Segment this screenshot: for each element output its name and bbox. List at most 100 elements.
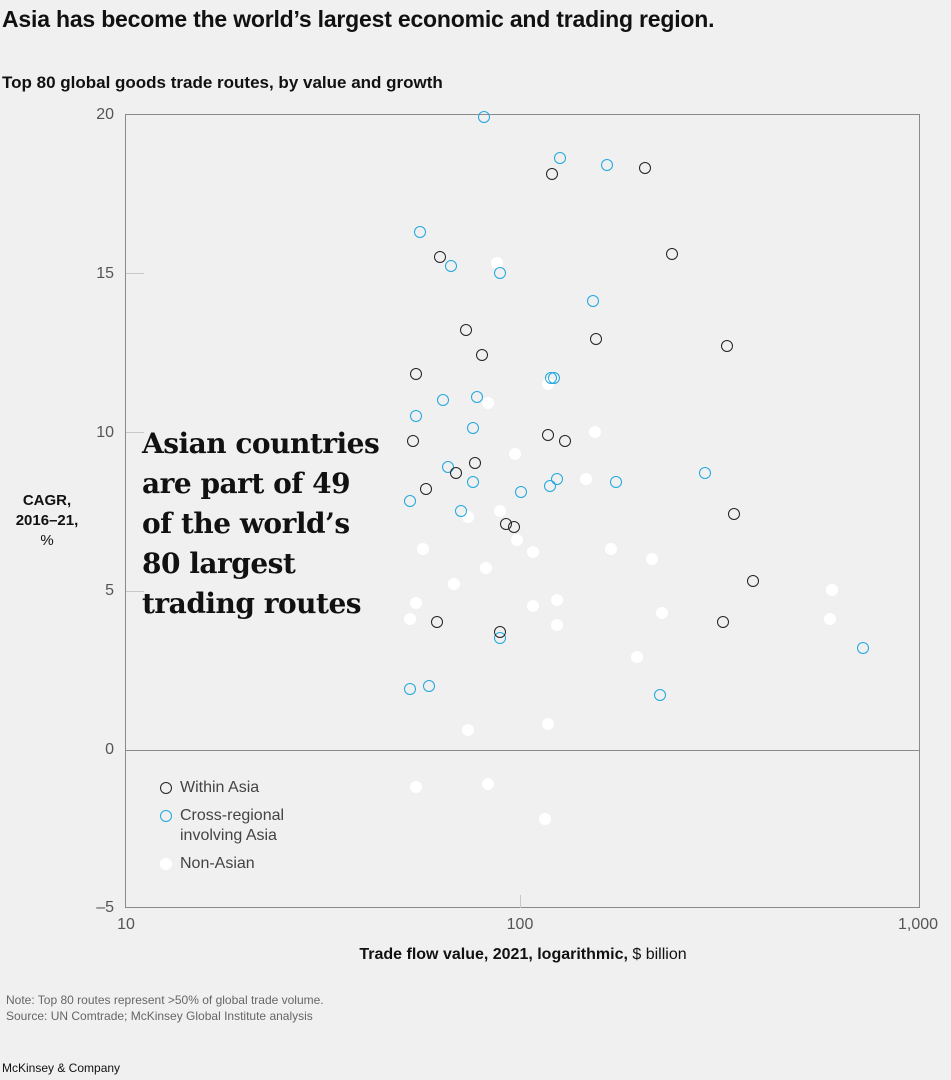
plot-area [125, 114, 920, 908]
data-point-non [526, 546, 539, 559]
legend-item-within-asia: Within Asia [160, 778, 284, 798]
data-point-non [526, 600, 539, 613]
data-point-within [407, 435, 420, 448]
y-tick-5 [126, 591, 144, 592]
legend: Within Asia Cross-regional involving Asia… [160, 778, 284, 882]
data-point-cross [609, 476, 622, 489]
data-point-non [588, 425, 601, 438]
x-label-100: 100 [506, 916, 534, 933]
data-point-non [482, 397, 495, 410]
within-asia-marker-icon [160, 782, 172, 794]
legend-item-cross-regional: Cross-regional involving Asia [160, 806, 284, 846]
data-point-within [747, 574, 760, 587]
data-point-non [511, 533, 524, 546]
data-point-cross [478, 111, 491, 124]
data-point-within [459, 323, 472, 336]
data-point-within [665, 247, 678, 260]
data-point-within [717, 616, 730, 629]
data-point-non [539, 813, 552, 826]
data-point-cross [410, 409, 423, 422]
data-point-within [469, 457, 482, 470]
y-axis-title: CAGR, 2016–21,% [15, 492, 79, 549]
data-point-within [410, 368, 423, 381]
data-point-cross [403, 682, 416, 695]
data-point-cross [698, 466, 711, 479]
data-point-within [727, 508, 740, 521]
data-point-non [447, 578, 460, 591]
data-point-cross [471, 390, 484, 403]
data-point-cross [466, 476, 479, 489]
data-point-non [823, 612, 836, 625]
y-label-20: 20 [96, 106, 114, 123]
data-point-non [416, 543, 429, 556]
page-title: Asia has become the world’s largest econ… [2, 6, 715, 32]
data-point-within [639, 161, 652, 174]
y-tick-15 [126, 273, 144, 274]
data-point-non [550, 619, 563, 632]
data-point-within [494, 625, 507, 638]
data-point-non [494, 505, 507, 517]
chart-subtitle: Top 80 global goods trade routes, by val… [2, 73, 443, 92]
data-point-within [475, 349, 488, 362]
data-point-non [656, 606, 669, 619]
legend-item-non-asian: Non-Asian [160, 854, 284, 874]
data-point-non [462, 724, 475, 737]
data-point-non [826, 584, 839, 597]
data-point-non [480, 562, 493, 575]
footnote: Note: Top 80 routes represent >50% of gl… [6, 993, 324, 1023]
data-point-within [559, 435, 571, 448]
y-label-neg5: –5 [96, 899, 114, 916]
data-point-non [550, 593, 563, 606]
data-point-cross [444, 260, 457, 273]
data-point-non [604, 543, 617, 556]
data-point-cross [587, 295, 600, 308]
x-label-10: 10 [117, 916, 135, 933]
x-label-1000: 1,000 [897, 916, 939, 933]
data-point-non [403, 612, 416, 625]
data-point-within [434, 250, 447, 263]
data-point-cross [422, 679, 435, 692]
data-point-cross [550, 473, 563, 486]
data-point-cross [653, 689, 666, 702]
data-point-cross [466, 422, 479, 435]
data-point-cross [857, 641, 870, 654]
data-point-non [509, 447, 522, 460]
data-point-cross [600, 158, 613, 171]
y-tick-10 [126, 432, 144, 433]
data-point-within [542, 428, 555, 441]
data-point-within [589, 333, 602, 346]
data-point-non [580, 473, 593, 486]
data-point-cross [494, 266, 507, 279]
data-point-non [410, 597, 423, 610]
y-label-10: 10 [96, 424, 114, 441]
data-point-within [419, 482, 432, 495]
data-point-cross [545, 371, 557, 384]
y-label-5: 5 [105, 582, 114, 599]
data-point-cross [403, 495, 416, 508]
data-point-cross [413, 225, 426, 238]
data-point-non [482, 778, 495, 791]
x-axis-title: Trade flow value, 2021, logarithmic, $ b… [359, 946, 687, 963]
chart-annotation: Asian countries are part of 49 of the wo… [142, 427, 380, 620]
cross-regional-marker-icon [160, 810, 172, 822]
non-asian-marker-icon [160, 858, 172, 870]
data-point-within [546, 168, 559, 181]
brand-name: McKinsey & Company [2, 1061, 121, 1075]
data-point-non [630, 651, 643, 664]
x-gridline-100 [520, 895, 521, 908]
data-point-within [431, 616, 444, 629]
data-point-cross [543, 479, 556, 492]
data-point-cross [553, 152, 566, 165]
data-point-cross [514, 485, 527, 498]
data-point-cross [436, 393, 449, 406]
zero-line [125, 750, 920, 751]
y-label-0: 0 [105, 741, 114, 758]
data-point-within [507, 520, 520, 533]
data-point-within [450, 466, 463, 479]
data-point-cross [455, 505, 468, 517]
data-point-within [720, 339, 733, 352]
y-label-15: 15 [96, 265, 114, 282]
data-point-non [410, 781, 423, 794]
data-point-cross [442, 460, 455, 473]
data-point-non [645, 552, 658, 565]
